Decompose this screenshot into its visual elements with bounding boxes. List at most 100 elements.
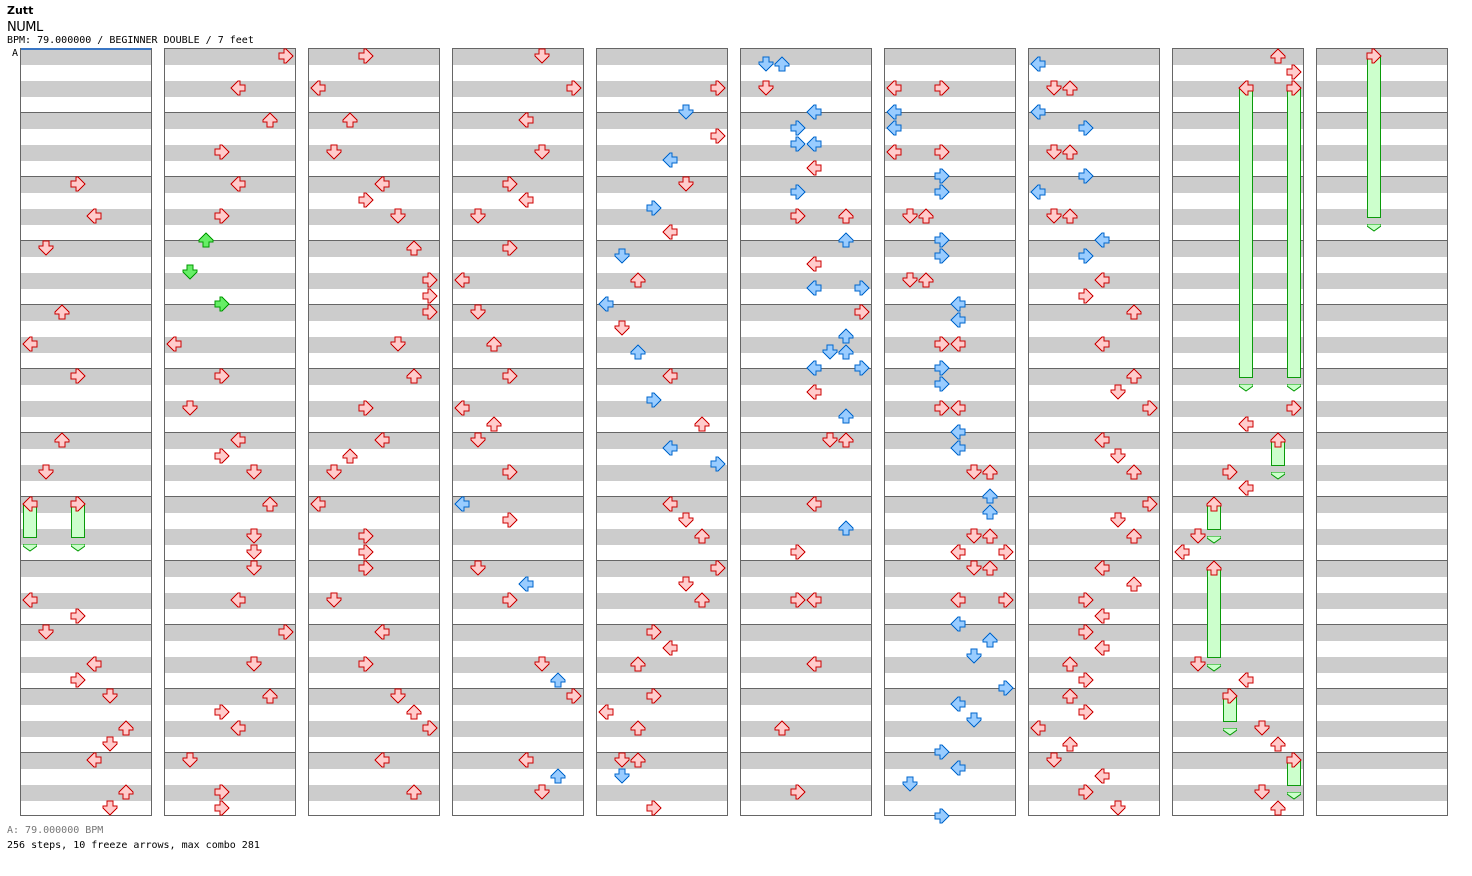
arrow-right-icon xyxy=(358,192,374,208)
arrow-left-icon xyxy=(806,104,822,120)
arrow-right-icon xyxy=(710,560,726,576)
arrow-left-icon xyxy=(950,296,966,312)
measure-line xyxy=(453,112,583,113)
measure-line xyxy=(1317,688,1447,689)
arrow-up-icon xyxy=(550,768,566,784)
arrow-right-icon xyxy=(934,232,950,248)
measure-line xyxy=(741,368,871,369)
measure-line xyxy=(885,176,1015,177)
arrow-right-icon xyxy=(1078,784,1094,800)
arrow-right-icon xyxy=(934,400,950,416)
arrow-up-icon xyxy=(1126,528,1142,544)
measure-line xyxy=(165,240,295,241)
measure-line xyxy=(741,688,871,689)
arrow-down-icon xyxy=(326,144,342,160)
arrow-left-icon xyxy=(806,136,822,152)
arrow-right-icon xyxy=(854,360,870,376)
arrow-right-icon xyxy=(214,800,230,816)
arrow-right-icon xyxy=(358,48,374,64)
arrow-up-icon xyxy=(54,432,70,448)
freeze-arrow-tail xyxy=(1286,377,1302,392)
arrow-up-icon xyxy=(982,528,998,544)
arrow-up-icon xyxy=(838,208,854,224)
arrow-up-icon xyxy=(630,752,646,768)
arrow-down-icon xyxy=(1110,384,1126,400)
arrow-left-icon xyxy=(374,624,390,640)
arrow-down-icon xyxy=(246,560,262,576)
measure-line xyxy=(1317,560,1447,561)
measure-line xyxy=(885,368,1015,369)
arrow-right-icon xyxy=(422,304,438,320)
arrow-up-icon xyxy=(774,56,790,72)
arrow-left-icon xyxy=(806,160,822,176)
arrow-right-icon xyxy=(710,80,726,96)
arrow-down-icon xyxy=(1046,144,1062,160)
arrow-left-icon xyxy=(886,120,902,136)
arrow-down-icon xyxy=(966,648,982,664)
arrow-down-icon xyxy=(182,752,198,768)
measure-line xyxy=(21,304,151,305)
arrow-down-icon xyxy=(1110,448,1126,464)
arrow-down-icon xyxy=(902,776,918,792)
measure-line xyxy=(21,688,151,689)
arrow-up-icon xyxy=(1062,80,1078,96)
measure-line xyxy=(741,112,871,113)
measure-line xyxy=(597,432,727,433)
arrow-right-icon xyxy=(1286,752,1302,768)
arrow-right-icon xyxy=(790,592,806,608)
measure-line xyxy=(741,240,871,241)
chart-column xyxy=(596,48,728,816)
arrow-up-icon xyxy=(774,720,790,736)
measure-line xyxy=(1173,688,1303,689)
arrow-right-icon xyxy=(214,208,230,224)
arrow-right-icon xyxy=(358,656,374,672)
arrow-up-icon xyxy=(342,112,358,128)
measure-line xyxy=(1029,496,1159,497)
measure-line xyxy=(21,560,151,561)
arrow-up-icon xyxy=(1126,464,1142,480)
measure-line xyxy=(309,560,439,561)
freeze-arrow-body xyxy=(1207,568,1221,658)
arrow-left-icon xyxy=(230,176,246,192)
measure-line xyxy=(1029,752,1159,753)
measure-line xyxy=(165,432,295,433)
arrow-left-icon xyxy=(1094,608,1110,624)
arrow-down-icon xyxy=(470,432,486,448)
arrow-right-icon xyxy=(502,176,518,192)
measure-line xyxy=(453,240,583,241)
arrow-up-icon xyxy=(1126,576,1142,592)
arrow-left-icon xyxy=(518,192,534,208)
freeze-arrow-tail xyxy=(1366,217,1382,232)
arrow-up-icon xyxy=(342,448,358,464)
arrow-left-icon xyxy=(454,400,470,416)
arrow-right-icon xyxy=(1078,624,1094,640)
arrow-left-icon xyxy=(950,400,966,416)
arrow-right-icon xyxy=(1222,688,1238,704)
arrow-left-icon xyxy=(662,152,678,168)
arrow-right-icon xyxy=(422,288,438,304)
arrow-up-icon xyxy=(838,432,854,448)
arrow-right-icon xyxy=(502,592,518,608)
measure-line xyxy=(597,176,727,177)
arrow-right-icon xyxy=(790,784,806,800)
arrow-up-icon xyxy=(630,656,646,672)
arrow-down-icon xyxy=(1190,656,1206,672)
arrow-down-icon xyxy=(614,752,630,768)
arrow-down-icon xyxy=(1254,720,1270,736)
arrow-down-icon xyxy=(102,736,118,752)
arrow-left-icon xyxy=(1094,768,1110,784)
arrow-right-icon xyxy=(214,448,230,464)
measure-line xyxy=(597,240,727,241)
measure-line xyxy=(597,624,727,625)
measure-line xyxy=(309,432,439,433)
arrow-right-icon xyxy=(934,336,950,352)
arrow-left-icon xyxy=(518,112,534,128)
measure-line xyxy=(1029,432,1159,433)
arrow-left-icon xyxy=(230,432,246,448)
arrow-right-icon xyxy=(998,544,1014,560)
arrow-up-icon xyxy=(694,416,710,432)
arrow-left-icon xyxy=(886,80,902,96)
arrow-down-icon xyxy=(326,592,342,608)
measure-line xyxy=(1029,688,1159,689)
arrow-left-icon xyxy=(598,296,614,312)
